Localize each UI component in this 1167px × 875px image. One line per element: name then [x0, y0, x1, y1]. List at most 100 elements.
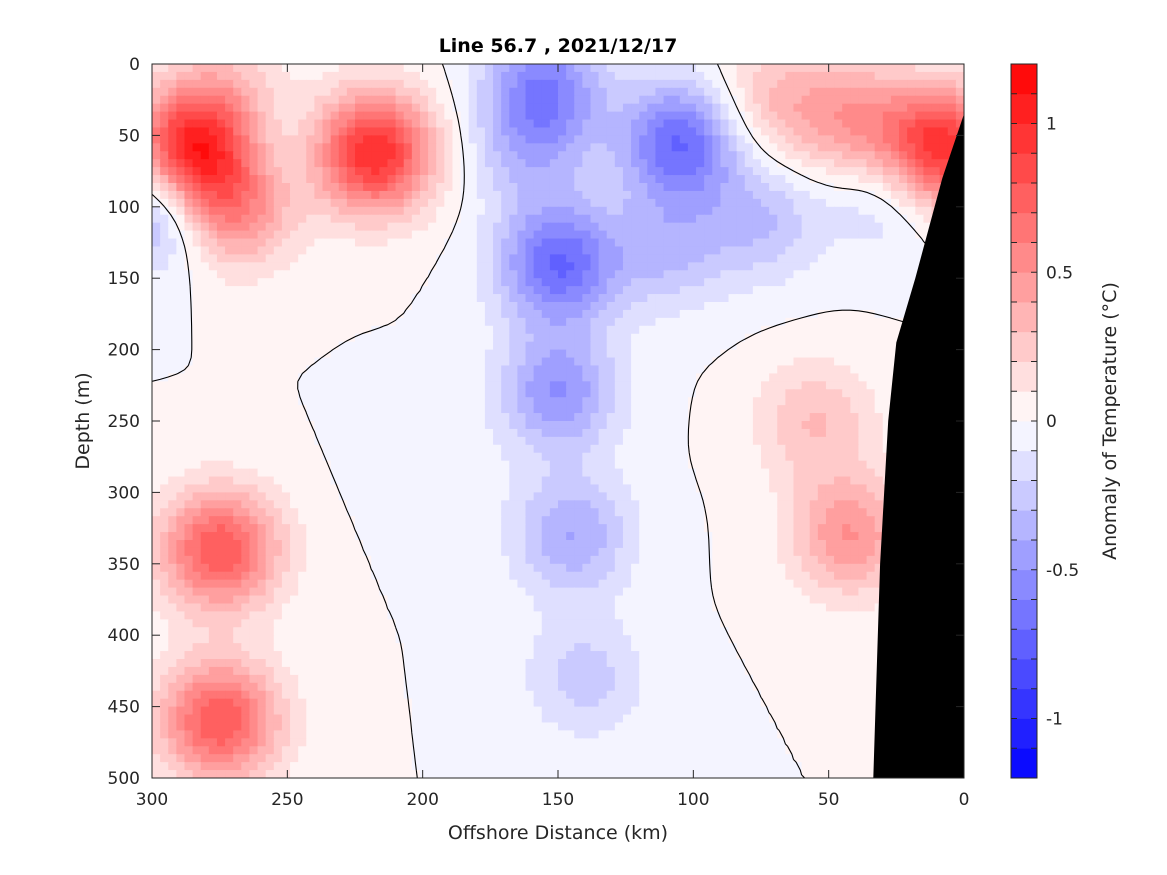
- field-cell: [257, 421, 267, 430]
- field-cell: [468, 71, 478, 81]
- field-cell: [549, 333, 559, 343]
- field-cell: [704, 103, 713, 113]
- field-cell: [582, 151, 592, 160]
- field-cell: [736, 254, 746, 263]
- field-cell: [517, 302, 527, 311]
- field-cell: [208, 381, 218, 390]
- field-cell: [769, 222, 778, 232]
- field-cell: [622, 119, 632, 129]
- field-cell: [590, 421, 600, 430]
- field-cell: [809, 79, 819, 89]
- field-cell: [225, 135, 234, 144]
- field-cell: [233, 214, 242, 224]
- field-cell: [566, 341, 575, 351]
- field-cell: [249, 365, 259, 374]
- field-cell: [614, 270, 624, 279]
- field-cell: [338, 87, 348, 97]
- field-cell: [639, 302, 648, 311]
- field-cell: [476, 373, 486, 382]
- field-cell: [192, 278, 202, 287]
- field-cell: [322, 270, 332, 279]
- field-cell: [606, 405, 616, 414]
- field-cell: [314, 190, 324, 200]
- field-cell: [874, 397, 884, 406]
- field-cell: [558, 198, 567, 208]
- field-cell: [631, 270, 640, 279]
- field-cell: [411, 357, 421, 367]
- field-cell: [582, 79, 592, 89]
- field-cell: [476, 159, 486, 168]
- field-cell: [257, 87, 267, 97]
- field-cell: [476, 64, 486, 73]
- field-cell: [233, 206, 242, 216]
- field-cell: [436, 302, 445, 311]
- field-cell: [785, 278, 795, 287]
- field-cell: [314, 444, 324, 454]
- field-cell: [168, 79, 177, 89]
- field-cell: [655, 341, 665, 351]
- field-cell: [184, 183, 194, 192]
- field-cell: [801, 87, 811, 97]
- field-cell: [330, 294, 340, 303]
- field-cell: [493, 206, 502, 216]
- field-cell: [273, 254, 283, 263]
- field-cell: [639, 262, 648, 271]
- field-cell: [915, 111, 924, 121]
- field-cell: [306, 405, 315, 414]
- field-cell: [387, 421, 397, 430]
- field-cell: [647, 111, 657, 121]
- field-cell: [436, 389, 445, 398]
- field-cell: [598, 190, 608, 200]
- field-cell: [825, 317, 835, 327]
- field-cell: [622, 87, 632, 97]
- field-cell: [704, 246, 713, 255]
- field-cell: [533, 317, 543, 327]
- field-cell: [225, 341, 234, 351]
- field-cell: [265, 357, 275, 367]
- field-cell: [712, 309, 721, 319]
- field-cell: [712, 79, 721, 89]
- field-cell: [752, 349, 762, 359]
- field-cell: [712, 175, 721, 184]
- field-cell: [606, 294, 616, 303]
- field-cell: [639, 278, 648, 287]
- field-cell: [216, 381, 226, 390]
- field-cell: [907, 167, 916, 176]
- field-cell: [882, 127, 892, 136]
- field-cell: [330, 309, 340, 319]
- field-cell: [574, 71, 583, 81]
- field-cell: [395, 175, 405, 184]
- field-cell: [590, 246, 600, 255]
- field-cell: [769, 167, 778, 176]
- field-cell: [233, 381, 242, 390]
- field-cell: [395, 127, 405, 136]
- field-cell: [671, 95, 681, 105]
- field-cell: [566, 262, 575, 271]
- field-cell: [785, 444, 795, 454]
- field-cell: [793, 159, 803, 168]
- field-cell: [249, 87, 259, 97]
- field-cell: [720, 452, 730, 462]
- field-cell: [752, 127, 762, 136]
- field-cell: [825, 294, 835, 303]
- field-cell: [330, 206, 340, 216]
- field-cell: [298, 373, 307, 382]
- field-cell: [533, 230, 543, 240]
- field-cell: [314, 325, 324, 335]
- field-cell: [322, 151, 332, 160]
- field-cell: [574, 87, 583, 97]
- field-cell: [192, 309, 202, 319]
- field-cell: [785, 198, 795, 208]
- field-cell: [631, 111, 640, 121]
- field-cell: [216, 365, 226, 374]
- field-cell: [298, 175, 307, 184]
- field-cell: [184, 135, 194, 144]
- field-cell: [468, 214, 478, 224]
- field-cell: [582, 230, 592, 240]
- field-cell: [842, 373, 851, 382]
- field-cell: [419, 413, 429, 422]
- field-cell: [444, 175, 454, 184]
- field-cell: [907, 278, 916, 287]
- field-cell: [801, 198, 811, 208]
- field-cell: [363, 294, 372, 303]
